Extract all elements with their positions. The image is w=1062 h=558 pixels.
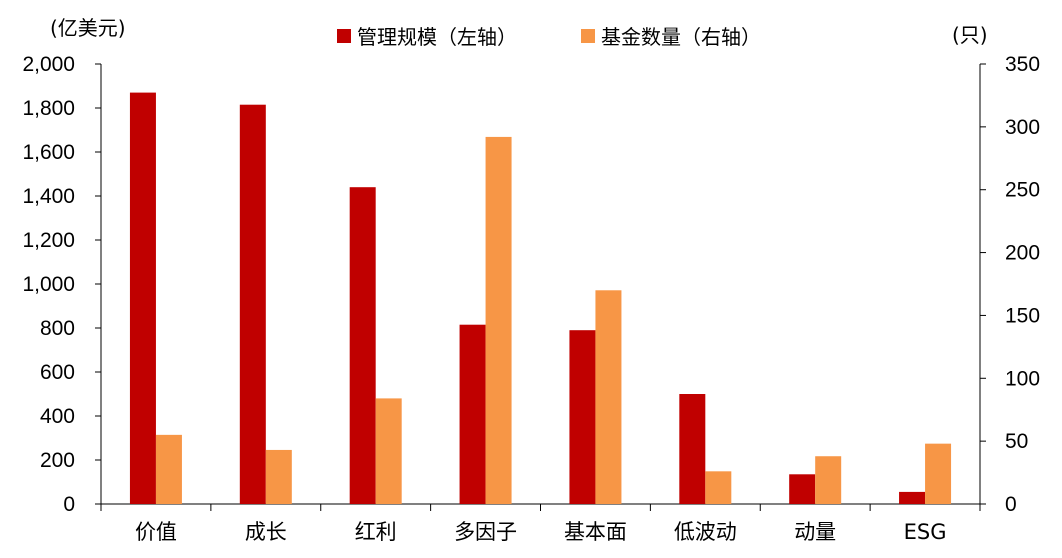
right-tick-label: 0 <box>1005 493 1017 516</box>
category-label: 低波动 <box>674 520 737 544</box>
bar-fund-count <box>265 449 292 504</box>
bar-aum <box>789 474 816 504</box>
bar-aum <box>569 330 596 504</box>
right-axis-unit: (只) <box>952 23 988 47</box>
left-tick-label: 1,600 <box>22 141 75 164</box>
right-tick-label: 150 <box>1005 304 1040 327</box>
legend-label-aum: 管理规模（左轴） <box>357 25 517 49</box>
left-tick-label: 800 <box>40 317 75 340</box>
bar-fund-count <box>155 434 182 504</box>
left-tick-label: 1,200 <box>22 229 75 252</box>
left-tick-label: 1,000 <box>22 273 75 296</box>
category-label: 成长 <box>245 520 287 544</box>
category-label: 动量 <box>794 520 836 544</box>
right-tick-label: 350 <box>1005 53 1040 76</box>
category-label: 价值 <box>135 520 177 544</box>
bar-fund-count <box>485 136 512 504</box>
bar-aum <box>349 187 376 504</box>
bar-fund-count <box>925 443 952 504</box>
category-label: ESG <box>904 520 947 544</box>
right-tick-label: 100 <box>1005 367 1040 390</box>
category-label: 基本面 <box>564 520 627 544</box>
bar-aum <box>899 491 926 504</box>
left-tick-label: 600 <box>40 361 75 384</box>
bar-fund-count <box>705 471 732 504</box>
category-label: 多因子 <box>454 520 517 544</box>
bar-fund-count <box>595 290 622 504</box>
right-y-axis: 0 50 100 150 200 250 300 350 <box>979 53 1040 516</box>
legend-swatch-fund-count <box>581 29 595 43</box>
left-tick-label: 1,400 <box>22 185 75 208</box>
left-tick-label: 0 <box>63 493 75 516</box>
bar-aum <box>239 104 266 504</box>
right-tick-label: 50 <box>1005 430 1028 453</box>
category-label: 红利 <box>355 520 397 544</box>
legend: 管理规模（左轴） 基金数量（右轴） <box>337 25 761 49</box>
left-tick-label: 400 <box>40 405 75 428</box>
left-axis-unit: (亿美元) <box>50 16 126 40</box>
bar-fund-count <box>375 398 402 504</box>
right-tick-label: 250 <box>1005 179 1040 202</box>
bar-aum <box>459 324 486 504</box>
bars <box>129 92 952 504</box>
right-tick-label: 300 <box>1005 116 1040 139</box>
left-tick-label: 2,000 <box>22 53 75 76</box>
left-tick-label: 1,800 <box>22 97 75 120</box>
bar-aum <box>129 92 156 504</box>
bar-fund-count <box>815 456 842 504</box>
left-y-axis: 0 200 400 600 800 1,000 1,200 1,400 1,600 1,800 2,… <box>22 53 102 516</box>
right-tick-label: 200 <box>1005 242 1040 265</box>
legend-swatch-aum <box>337 29 351 43</box>
x-axis: 价值 成长 红利 多因子 基本面 低波动 动量 ESG <box>100 503 981 544</box>
legend-label-fund-count: 基金数量（右轴） <box>601 25 761 49</box>
bar-aum <box>679 394 706 504</box>
left-tick-label: 200 <box>40 449 75 472</box>
